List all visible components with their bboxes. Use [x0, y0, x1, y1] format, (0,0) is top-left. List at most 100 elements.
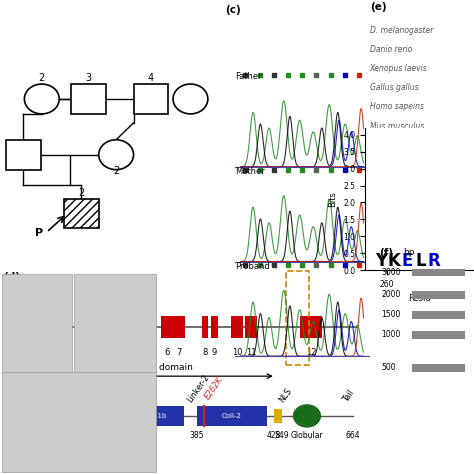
Text: P: P: [36, 228, 44, 238]
Text: G>A: G>A: [112, 299, 131, 308]
Text: Coil-2: Coil-2: [222, 413, 242, 419]
Text: Danio rerio: Danio rerio: [370, 45, 412, 54]
Text: D. melanogaster: D. melanogaster: [370, 26, 433, 35]
Bar: [201, 316, 209, 338]
Text: Father: Father: [235, 72, 261, 81]
Text: K: K: [388, 252, 401, 270]
Text: Mus musculus: Mus musculus: [370, 121, 424, 130]
Text: Tail: Tail: [341, 388, 356, 404]
Text: 2: 2: [113, 165, 119, 176]
Text: 222: 222: [118, 431, 133, 440]
Bar: [104, 316, 114, 338]
Bar: [412, 364, 465, 372]
Bar: [2, 274, 72, 372]
Text: 28: 28: [63, 431, 72, 440]
Bar: [78, 406, 118, 426]
Bar: [246, 316, 257, 338]
Text: 3: 3: [106, 347, 112, 356]
Text: Head: Head: [62, 381, 81, 404]
Bar: [211, 316, 218, 338]
Bar: [286, 271, 309, 365]
Bar: [74, 274, 155, 372]
Text: 1: 1: [46, 347, 52, 356]
Text: 3: 3: [85, 73, 91, 83]
Text: 11: 11: [246, 347, 256, 356]
Bar: [6, 140, 41, 170]
Text: NLS: NLS: [278, 386, 294, 404]
Text: 1000: 1000: [381, 330, 401, 339]
Text: 2: 2: [39, 73, 45, 83]
Circle shape: [99, 140, 134, 170]
Text: 549: 549: [274, 431, 289, 440]
Text: Y: Y: [375, 252, 387, 270]
Text: 8: 8: [202, 347, 208, 356]
Bar: [43, 316, 55, 338]
Text: Linker-2: Linker-2: [185, 372, 211, 404]
Text: Amino acid: Amino acid: [4, 431, 46, 440]
Y-axis label: Bits: Bits: [328, 191, 337, 207]
Text: 2: 2: [78, 188, 84, 198]
Text: 67: 67: [73, 431, 83, 440]
Text: Coil-1b: Coil-1b: [143, 413, 167, 419]
Text: 10: 10: [232, 347, 243, 356]
Text: 1500: 1500: [381, 310, 401, 319]
Text: Gene: Gene: [4, 323, 26, 332]
Text: Proband: Proband: [235, 262, 269, 271]
Text: Exon number: Exon number: [4, 356, 55, 365]
Text: 4: 4: [119, 347, 124, 356]
Text: 2: 2: [81, 347, 86, 356]
Text: E: E: [402, 252, 413, 270]
Text: Globular: Globular: [291, 431, 323, 440]
Text: E262K: E262K: [203, 375, 225, 401]
Text: 2000: 2000: [381, 291, 401, 299]
Text: Mother: Mother: [235, 167, 264, 176]
Text: bp: bp: [403, 248, 414, 257]
Text: 9: 9: [212, 347, 217, 356]
X-axis label: Resid: Resid: [408, 294, 431, 303]
Text: 12: 12: [306, 347, 316, 356]
Text: Gallus gallus: Gallus gallus: [370, 83, 419, 92]
Bar: [231, 316, 243, 338]
Text: Linker-1: Linker-1: [75, 373, 101, 404]
Bar: [173, 316, 185, 338]
Ellipse shape: [293, 404, 321, 428]
Text: 385: 385: [190, 431, 204, 440]
Text: (c): (c): [225, 5, 241, 15]
Text: (f): (f): [379, 248, 393, 258]
Text: 4: 4: [148, 73, 154, 83]
Bar: [134, 84, 168, 114]
Text: Homo sapeins: Homo sapeins: [370, 102, 424, 111]
Text: 428: 428: [267, 431, 282, 440]
Text: Coil-1a: Coil-1a: [86, 413, 110, 419]
Text: 7: 7: [176, 347, 182, 356]
Bar: [274, 409, 282, 423]
Bar: [300, 316, 321, 338]
Text: (e): (e): [370, 2, 386, 12]
Bar: [117, 316, 126, 338]
Circle shape: [24, 84, 59, 114]
Text: Rod domain: Rod domain: [139, 363, 193, 372]
Bar: [2, 372, 155, 472]
Text: L: L: [415, 252, 426, 270]
Text: Protein: Protein: [4, 411, 33, 420]
Text: LMNA: LMNA: [4, 291, 37, 301]
Text: 664: 664: [346, 431, 360, 440]
Text: 1: 1: [54, 431, 58, 440]
Bar: [412, 311, 465, 319]
Bar: [71, 84, 106, 114]
Bar: [412, 331, 465, 339]
Bar: [126, 406, 183, 426]
Text: 79: 79: [82, 431, 92, 440]
Bar: [412, 291, 465, 299]
Text: 241: 241: [129, 431, 143, 440]
Text: R: R: [427, 252, 440, 270]
Bar: [64, 199, 99, 228]
Text: 6: 6: [164, 347, 169, 356]
Bar: [197, 406, 267, 426]
Text: Xenopus laevis: Xenopus laevis: [370, 64, 428, 73]
Text: 5: 5: [133, 347, 138, 356]
Circle shape: [173, 84, 208, 114]
Bar: [74, 316, 92, 338]
Bar: [129, 316, 141, 338]
Text: 500: 500: [381, 363, 396, 372]
